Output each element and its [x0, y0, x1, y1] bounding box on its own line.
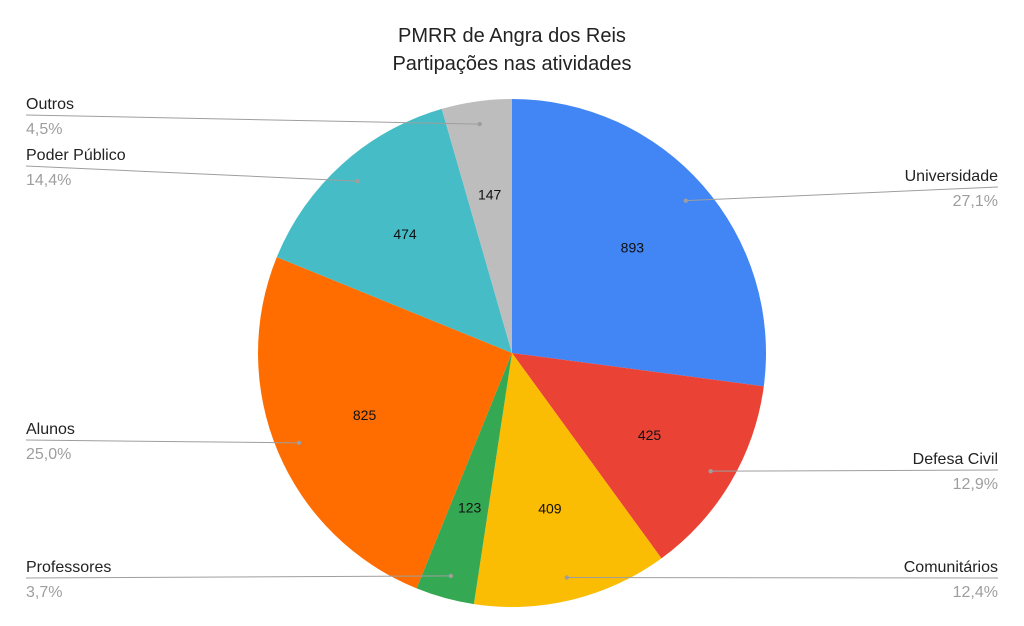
chart-title: PMRR de Angra dos Reis — [398, 25, 626, 47]
value-label-defesa-civil: 425 — [638, 427, 662, 443]
leader-line-universidade — [685, 186, 999, 202]
percent-label-poder-publico: 14,4% — [26, 172, 71, 189]
percent-label-outros: 4,5% — [26, 121, 62, 138]
pie-slice-professores[interactable] — [416, 353, 512, 605]
leader-line-poder-publico — [25, 165, 358, 182]
pie-slice-poder-publico[interactable] — [276, 108, 512, 353]
category-label-universidade: Universidade — [905, 168, 998, 185]
value-label-professores: 123 — [458, 499, 482, 515]
pie-outer-labels: Universidade 27,1% Defesa Civil 12,9% Comuni… — [26, 96, 998, 601]
chart-subtitle: Partipações nas atividades — [392, 53, 631, 75]
percent-label-defesa-civil: 12,9% — [953, 476, 998, 493]
value-label-universidade: 893 — [621, 240, 645, 256]
percent-label-universidade: 27,1% — [953, 193, 998, 210]
leader-line-alunos — [25, 439, 300, 444]
pie-slice-alunos[interactable] — [258, 257, 512, 589]
pie-slice-defesa-civil[interactable] — [512, 353, 764, 559]
percent-label-alunos: 25,0% — [26, 446, 71, 463]
category-label-comunitarios: Comunitários — [904, 559, 998, 576]
category-label-outros: Outros — [26, 96, 74, 113]
pie-value-labels: 893 425 409 123 825 474 147 — [353, 187, 662, 517]
value-label-poder-publico: 474 — [393, 226, 417, 242]
category-label-professores: Professores — [26, 559, 111, 576]
percent-label-professores: 3,7% — [26, 584, 62, 601]
category-label-alunos: Alunos — [26, 421, 75, 438]
pie-slice-comunitarios[interactable] — [473, 353, 662, 607]
leader-line-outros — [25, 114, 480, 125]
leader-line-professores — [25, 575, 451, 579]
pie-slice-universidade[interactable] — [512, 99, 766, 387]
value-label-outros: 147 — [478, 187, 502, 203]
category-label-poder-publico: Poder Público — [26, 147, 126, 164]
leader-line-defesa-civil — [710, 469, 999, 472]
value-label-comunitarios: 409 — [538, 500, 562, 516]
category-label-defesa-civil: Defesa Civil — [913, 451, 998, 468]
value-label-alunos: 825 — [353, 407, 377, 423]
pie-slices — [258, 99, 766, 607]
percent-label-comunitarios: 12,4% — [953, 584, 998, 601]
pie-leader-lines — [25, 114, 999, 580]
pie-slice-outros[interactable] — [441, 99, 512, 353]
